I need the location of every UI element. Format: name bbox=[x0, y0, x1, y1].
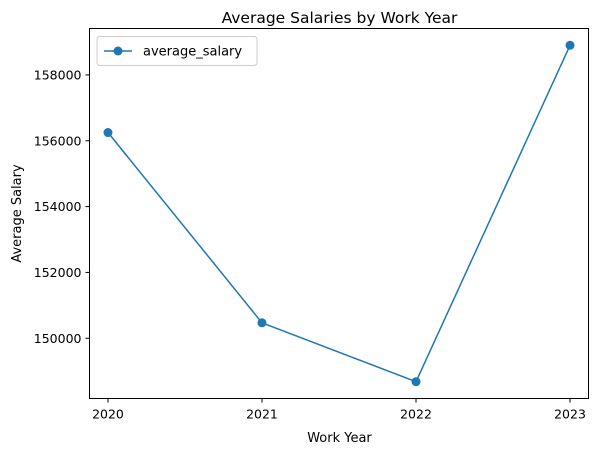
legend: average_salary bbox=[96, 36, 258, 66]
series-layer bbox=[103, 40, 575, 387]
data-point bbox=[411, 377, 421, 387]
plot-area-frame bbox=[89, 28, 589, 399]
data-point bbox=[565, 40, 575, 50]
y-tick-label: 158000 bbox=[34, 67, 82, 82]
x-tick-label: 2021 bbox=[246, 407, 278, 422]
legend-marker-icon bbox=[113, 46, 123, 56]
y-tick-label: 152000 bbox=[34, 265, 82, 280]
y-axis: 150000 152000 154000 156000 158000 bbox=[34, 67, 90, 346]
data-point bbox=[103, 128, 113, 138]
legend-label: average_salary bbox=[143, 45, 242, 60]
data-point bbox=[257, 318, 267, 328]
x-tick-label: 2020 bbox=[92, 407, 124, 422]
x-tick-label: 2023 bbox=[554, 407, 586, 422]
series-line bbox=[107, 44, 571, 383]
y-tick-label: 154000 bbox=[34, 199, 82, 214]
y-axis-title: Average Salary bbox=[10, 164, 25, 263]
chart-title: Average Salaries by Work Year bbox=[222, 9, 458, 27]
x-axis: 2020 2021 2022 2023 bbox=[92, 398, 586, 422]
x-axis-title: Work Year bbox=[307, 431, 372, 446]
y-tick-label: 150000 bbox=[34, 331, 82, 346]
x-tick-label: 2022 bbox=[400, 407, 432, 422]
y-tick-label: 156000 bbox=[34, 133, 82, 148]
legend-box bbox=[96, 36, 258, 66]
